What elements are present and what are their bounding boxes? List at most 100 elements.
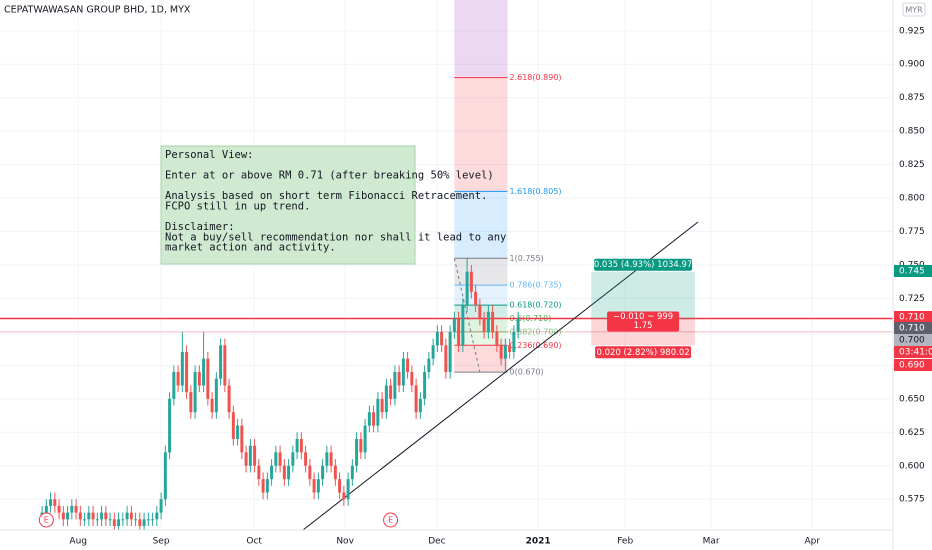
candle-body [325,452,329,466]
candle-body [66,512,70,520]
x-tick-label: Nov [336,537,354,547]
candle-body [57,505,61,513]
candle-body [155,512,159,520]
candle-body [350,465,354,480]
candle-body [253,445,257,466]
price-badge-label: 0.700 [899,336,925,346]
y-tick-label: 0.625 [899,428,925,438]
candle-body [291,452,295,466]
candle-body [444,345,448,373]
candle-body [44,505,48,513]
candle-body [287,465,291,480]
candle-body [414,385,418,413]
candle-body [465,271,469,306]
candle-body [91,512,95,520]
stop-label: 0.020 (2.82%) 980.02 [597,348,690,358]
candle-body [104,512,108,520]
candle-body [261,479,265,493]
price-badge [894,322,932,334]
event-label: E [388,516,393,525]
price-badge [894,346,932,358]
target-label: 0.035 (4.93%) 1034.97 [594,260,693,270]
candle-body [295,438,299,453]
candle-body [172,372,176,399]
currency-badge[interactable] [902,2,926,17]
currency: MYR [905,6,923,15]
note-line: FCPO still in up trend. [165,201,310,213]
candle-body [138,519,142,526]
candle-body [503,345,507,359]
fib-label: 1(0.755) [509,254,543,263]
fib-band [454,77,508,192]
candle-body [508,345,512,352]
y-tick-label: 0.650 [899,394,925,404]
y-tick-label: 0.800 [899,194,925,204]
y-tick-label: 0.900 [899,60,925,70]
candle-body [151,519,155,521]
x-tick-label: Feb [617,537,633,547]
price-badge [894,359,932,371]
candle-body [363,425,367,453]
note-line: Disclaimer: [165,221,235,233]
candle-body [142,519,146,526]
candle-body [431,345,435,359]
fib-label: 0(0.670) [509,368,543,377]
candle-body [189,392,193,413]
candle-body [180,351,184,386]
fib-trend [453,258,481,373]
candle-body [474,291,478,306]
candle-body [248,445,252,466]
candle-body [176,372,180,386]
fib-band [454,191,508,259]
candle-body [452,318,456,332]
y-tick-label: 0.825 [899,160,925,170]
candle-body [129,512,133,520]
candle-body [270,465,274,480]
candle-body [486,311,490,332]
candle-body [457,318,461,346]
candle-body [329,452,333,466]
price-badge-label: 0.710 [899,313,925,323]
candle-body [384,385,388,413]
x-tick-label: Apr [804,537,820,547]
y-tick-label: 0.600 [899,461,925,471]
y-tick-label: 0.725 [899,294,925,304]
candle-body [427,358,431,373]
candle-body [134,519,138,521]
candle-body [359,438,363,453]
candle-body [512,331,516,352]
candle-body [393,372,397,399]
chart-title: CEPATWAWASAN GROUP BHD, 1D, MYX [4,5,191,16]
candle-body [61,512,65,520]
candle-body [282,465,286,480]
candle-body [78,512,82,520]
event-marker [38,512,54,528]
candle-body [321,465,325,480]
candle-body [214,378,218,413]
candle-body [469,271,473,292]
y-tick-label: 0.850 [899,127,925,137]
candle-body [478,305,482,319]
candle-body [299,438,303,453]
candle-body [125,512,129,520]
candle-body [49,499,53,506]
event-label: E [44,516,49,525]
fib-band [454,345,508,373]
candle-body [206,358,210,399]
event-marker [383,512,399,528]
candle-body [401,358,405,386]
profit-zone [591,271,695,319]
x-tick-label: Sep [153,537,170,547]
note-line: Not a buy/sell recommendation nor shall … [165,231,506,243]
candle-body [448,331,452,373]
candle-body [312,479,316,493]
fib-band [454,318,508,332]
candle-body [274,452,278,466]
y-tick-label: 0.875 [899,93,925,103]
candle-body [197,372,201,386]
candle-body [516,318,520,332]
ratio-label: 1.75 [634,321,653,331]
note-line: Personal View: [165,149,254,161]
candle-body [108,519,112,521]
